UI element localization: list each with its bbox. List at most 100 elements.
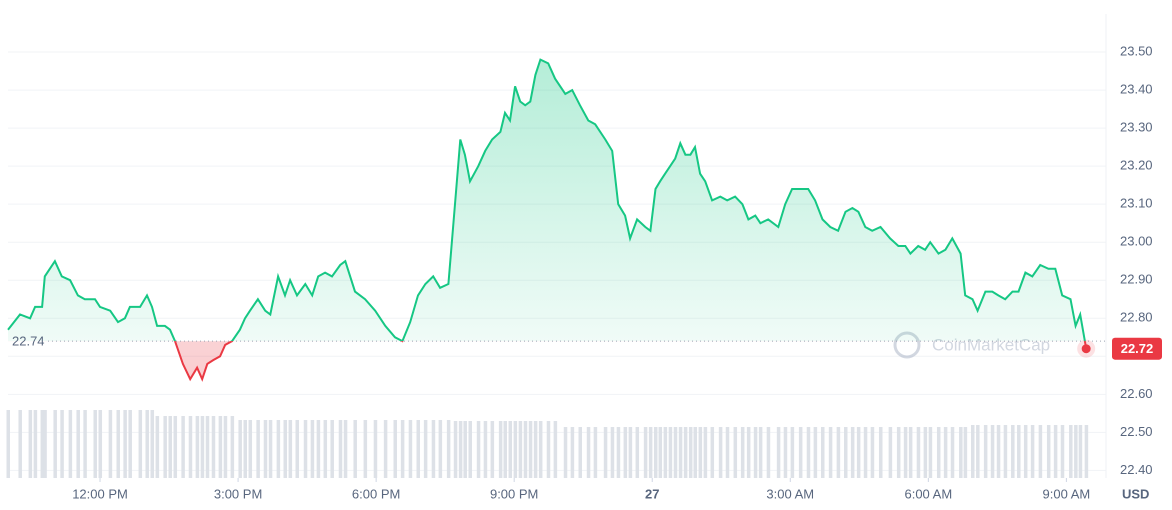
volume-bar (963, 427, 968, 478)
volume-bar (513, 421, 518, 478)
volume-bar (523, 421, 528, 478)
volume-bar (363, 420, 368, 478)
volume-bar (498, 421, 503, 478)
volume-bar (108, 410, 113, 478)
y-tick-label: 23.10 (1120, 196, 1153, 211)
volume-bar (733, 427, 738, 478)
volume-bar (740, 427, 745, 478)
volume-bar (276, 420, 281, 478)
volume-bar (878, 427, 883, 478)
volume-bar (1084, 425, 1089, 478)
volume-bar (283, 420, 288, 478)
volume-bar (150, 410, 155, 478)
volume-bar (976, 425, 980, 478)
x-tick-label: 3:00 AM (766, 486, 814, 501)
y-tick-label: 23.50 (1120, 43, 1153, 58)
volume-bar (916, 427, 921, 478)
x-tick-label: 6:00 AM (904, 486, 952, 501)
volume-bar (330, 420, 334, 478)
volume-bar (683, 427, 688, 478)
volume-bar (959, 427, 963, 478)
volume-bar (821, 427, 825, 478)
volume-bar (188, 416, 193, 478)
volume-bar (1078, 425, 1083, 478)
volume-bar (163, 416, 167, 478)
volume-bar (463, 421, 467, 478)
volume-bar (83, 410, 87, 478)
volume-bar (563, 427, 568, 478)
volume-bar (753, 427, 758, 478)
volume-bar (98, 410, 103, 478)
volume-bar (200, 416, 205, 478)
price-tag (1112, 337, 1162, 360)
volume-bar (673, 427, 678, 478)
volume-bar (295, 420, 299, 478)
volume-bar (223, 416, 228, 478)
volume-bar (1060, 425, 1065, 478)
volume-bar (33, 410, 38, 478)
volume-bar (446, 420, 451, 478)
volume-bar (1003, 425, 1008, 478)
volume-bar (533, 421, 538, 478)
y-tick-label: 23.20 (1120, 158, 1153, 173)
volume-bar (1074, 425, 1078, 478)
volume-bar (725, 427, 730, 478)
volume-bar (698, 427, 703, 478)
y-tick-label: 22.50 (1120, 424, 1153, 439)
volume-bar (458, 421, 463, 478)
volume-bar (383, 420, 388, 478)
volume-bar (453, 421, 458, 478)
volume-bar (155, 416, 160, 478)
volume-bar (1017, 425, 1021, 478)
volume-bar (408, 420, 413, 478)
volume-bar (483, 421, 488, 478)
volume-bar (288, 420, 293, 478)
volume-bar (578, 427, 582, 478)
volume-bar (423, 420, 428, 478)
volume-bar (923, 427, 928, 478)
volume-bar (1046, 425, 1051, 478)
volume-bar (393, 420, 398, 478)
volume-bar (205, 416, 210, 478)
volume-bar (870, 427, 875, 478)
volume-bar (663, 427, 668, 478)
volume-bar (316, 420, 321, 478)
volume-bar (128, 410, 132, 478)
volume-bar (888, 427, 893, 478)
volume-bar (703, 427, 708, 478)
volume-bar (971, 425, 975, 478)
volume-bar (790, 427, 795, 478)
reference-label: 22.74 (12, 334, 45, 349)
y-tick-label: 22.60 (1120, 386, 1153, 401)
volume-bar (850, 427, 855, 478)
volume-bar (996, 425, 1001, 478)
price-line-down (173, 341, 1088, 382)
volume-bar (303, 420, 308, 478)
volume-bar (828, 427, 833, 478)
volume-bar (635, 427, 640, 478)
volume-bar (653, 427, 658, 478)
volume-bar (928, 427, 933, 478)
volume-bar (546, 421, 551, 478)
volume-bar (903, 427, 908, 478)
volume-bar (218, 416, 223, 478)
x-tick-label: 9:00 PM (490, 486, 538, 501)
volume-bar (431, 420, 436, 478)
y-tick-label: 23.40 (1120, 82, 1153, 97)
volume-bar (476, 421, 481, 478)
y-axis-label: USD (1122, 486, 1149, 501)
volume-bar (400, 420, 405, 478)
volume-bar (268, 420, 273, 478)
area-up (8, 59, 1085, 342)
volume-bar (40, 410, 45, 478)
volume-bar (195, 416, 200, 478)
volume-bar (746, 427, 751, 478)
volume-bar (856, 427, 861, 478)
volume-bar (230, 416, 235, 478)
volume-bar (668, 427, 673, 478)
y-tick-label: 23.00 (1120, 234, 1153, 249)
volume-bar (950, 427, 955, 478)
volume-bar (1023, 425, 1028, 478)
volume-bar (616, 427, 621, 478)
